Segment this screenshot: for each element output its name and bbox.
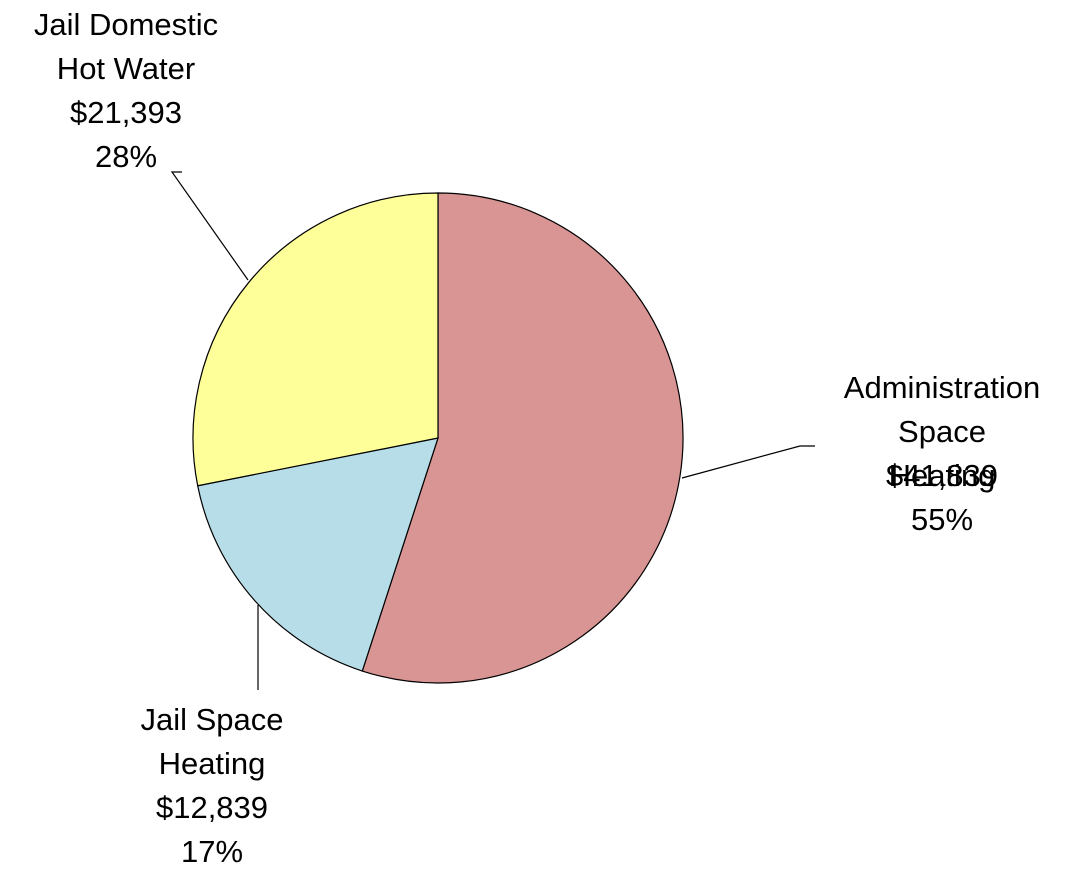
slice-label: Jail Space Heating <box>140 702 284 781</box>
pie-slice <box>196 437 439 672</box>
percent-label: 55% <box>910 502 974 537</box>
slice-label: Administration Space Heating <box>843 370 1041 493</box>
leader-line <box>681 445 815 479</box>
percent-label: 28% <box>94 139 158 174</box>
slice-label: Jail Domestic Hot Water <box>33 7 219 86</box>
value-label: $41,839 <box>885 458 999 493</box>
value-label: $12,839 <box>155 790 269 825</box>
pie-slice <box>192 192 439 487</box>
percent-label: 17% <box>180 834 244 869</box>
leader-line <box>170 171 249 281</box>
pie-slice <box>361 192 684 684</box>
value-label: $21,393 <box>69 95 183 130</box>
